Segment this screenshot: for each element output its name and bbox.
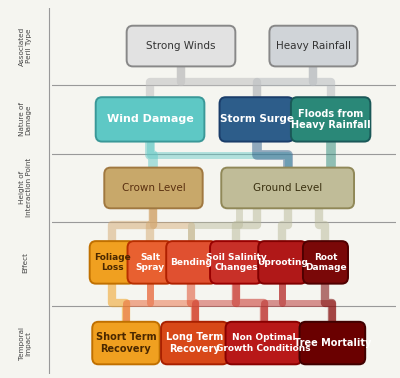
FancyBboxPatch shape (258, 241, 307, 284)
FancyBboxPatch shape (226, 322, 302, 364)
Text: Associated
Peril Type: Associated Peril Type (19, 26, 32, 66)
FancyBboxPatch shape (221, 167, 354, 208)
FancyBboxPatch shape (96, 97, 204, 142)
Text: Foliage
Loss: Foliage Loss (94, 253, 130, 272)
Text: Temporal
Impact: Temporal Impact (19, 327, 32, 359)
Text: Bending: Bending (170, 258, 212, 267)
Text: Nature of
Damage: Nature of Damage (19, 102, 32, 136)
FancyBboxPatch shape (300, 322, 365, 364)
FancyBboxPatch shape (161, 322, 228, 364)
Text: Strong Winds: Strong Winds (146, 41, 216, 51)
FancyBboxPatch shape (104, 167, 203, 208)
FancyBboxPatch shape (210, 241, 262, 284)
Text: Root
Damage: Root Damage (305, 253, 346, 272)
FancyBboxPatch shape (303, 241, 348, 284)
FancyBboxPatch shape (291, 97, 370, 142)
FancyBboxPatch shape (128, 241, 172, 284)
Text: Floods from
Heavy Rainfall: Floods from Heavy Rainfall (291, 108, 370, 130)
Text: Long Term
Recovery: Long Term Recovery (166, 332, 223, 354)
FancyBboxPatch shape (127, 26, 235, 67)
Text: Ground Level: Ground Level (253, 183, 322, 193)
Text: Heavy Rainfall: Heavy Rainfall (276, 41, 351, 51)
FancyBboxPatch shape (166, 241, 216, 284)
Text: Uprooting: Uprooting (257, 258, 308, 267)
FancyBboxPatch shape (92, 322, 160, 364)
FancyBboxPatch shape (270, 26, 358, 67)
Text: Salt
Spray: Salt Spray (136, 253, 165, 272)
Text: Crown Level: Crown Level (122, 183, 185, 193)
Text: Soil Salinity
Changes: Soil Salinity Changes (206, 253, 266, 272)
FancyBboxPatch shape (90, 241, 135, 284)
Text: Effect: Effect (22, 252, 28, 273)
FancyBboxPatch shape (220, 97, 294, 142)
Text: Height of
Interaction Point: Height of Interaction Point (19, 158, 32, 217)
Text: Short Term
Recovery: Short Term Recovery (96, 332, 156, 354)
Text: Storm Surge: Storm Surge (220, 115, 294, 124)
Text: Tree Mortality: Tree Mortality (294, 338, 371, 348)
Text: Wind Damage: Wind Damage (107, 115, 194, 124)
Text: Non Optimal
Growth Conditions: Non Optimal Growth Conditions (216, 333, 311, 353)
